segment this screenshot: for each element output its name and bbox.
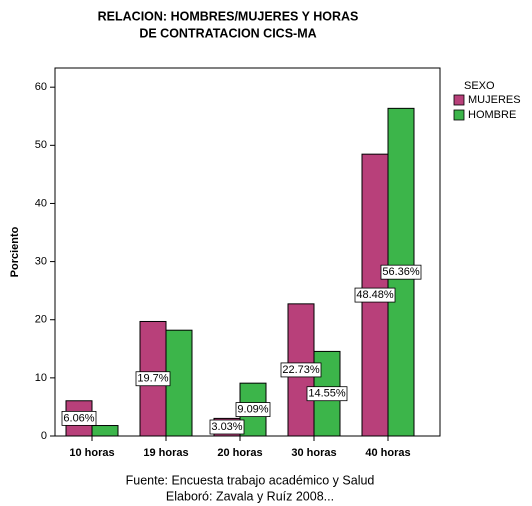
value-label: 3.03%	[211, 421, 242, 433]
value-label: 9.09%	[237, 403, 268, 415]
footer: Fuente: Encuesta trabajo académico y Sal…	[126, 473, 375, 487]
y-tick-label: 10	[35, 372, 47, 384]
legend-swatch	[453, 94, 465, 106]
y-tick-label: 0	[41, 430, 47, 442]
footer: Elaboró: Zavala y Ruíz 2008...	[166, 489, 334, 503]
y-tick-label: 20	[35, 314, 47, 326]
chart-title: RELACION: HOMBRES/MUJERES Y HORAS	[98, 9, 359, 23]
value-label-box	[209, 419, 245, 435]
legend-label: HOMBRE	[468, 109, 516, 121]
value-label-box	[280, 362, 322, 378]
x-tick-label: 10 horas	[69, 447, 114, 459]
x-tick-label: 30 horas	[291, 447, 336, 459]
y-tick-label: 30	[35, 255, 47, 267]
bar	[165, 329, 193, 437]
y-tick-label: 50	[35, 139, 47, 151]
legend-label: MUJERES	[468, 94, 521, 106]
value-label-box	[61, 410, 97, 426]
x-tick-label: 40 horas	[365, 447, 410, 459]
value-label: 6.06%	[63, 412, 94, 424]
legend-swatch	[453, 109, 465, 121]
value-label-box	[235, 402, 271, 417]
value-label: 48.48%	[356, 289, 394, 301]
x-tick-label: 20 horas	[217, 447, 262, 459]
legend-title: SEXO	[464, 80, 495, 92]
value-label: 19.7%	[137, 373, 168, 385]
value-label-box	[306, 386, 348, 402]
y-tick-label: 40	[35, 197, 47, 209]
value-label-box	[354, 287, 396, 303]
value-label: 14.55%	[308, 388, 346, 400]
y-axis-label: Porciento	[9, 226, 21, 277]
bar	[91, 425, 119, 437]
value-label: 22.73%	[282, 364, 320, 376]
value-label: 56.36%	[382, 266, 420, 278]
value-label-box	[380, 264, 422, 280]
chart-title: DE CONTRATACION CICS-MA	[139, 26, 316, 40]
x-tick-label: 19 horas	[143, 447, 188, 459]
y-tick-label: 60	[35, 81, 47, 93]
value-label-box	[135, 371, 171, 387]
